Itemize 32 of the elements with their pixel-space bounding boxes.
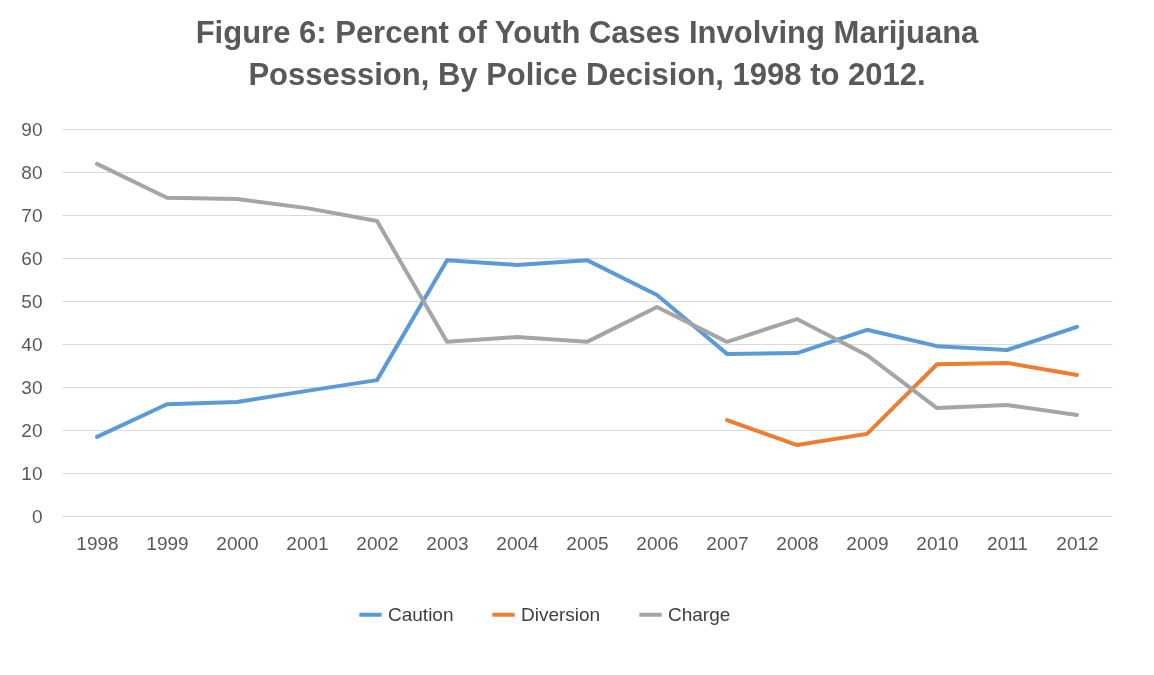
x-tick-label: 1999: [146, 532, 189, 554]
x-tick-label: 2004: [496, 532, 540, 554]
y-tick-label: 90: [21, 118, 43, 140]
line-series: [95, 258, 1079, 439]
y-tick-label: 80: [21, 161, 43, 183]
x-tick-label: 2007: [706, 532, 749, 554]
y-tick-label: 40: [21, 333, 43, 355]
y-tick-label: 50: [21, 290, 43, 312]
x-tick-label: 2009: [846, 532, 889, 554]
x-tick-label: 2006: [636, 532, 679, 554]
x-tick-label: 2001: [286, 532, 329, 554]
y-tick-label: 20: [21, 419, 43, 441]
line-series: [95, 161, 1079, 417]
y-tick-label: 30: [21, 376, 43, 398]
x-tick-label: 2008: [776, 532, 819, 554]
y-tick-label: 70: [21, 204, 43, 226]
legend-label: Diversion: [521, 603, 601, 625]
x-tick-label: 2010: [916, 532, 959, 554]
chart-title: Figure 6: Percent of Youth Cases Involving Marijuana Possession, By Police Decision, 1998 to 2012.: [195, 15, 980, 92]
legend-label: Caution: [388, 603, 454, 625]
x-tick-label: 2012: [1056, 532, 1099, 554]
y-tick-label: 10: [21, 462, 43, 484]
legend-label: Charge: [668, 603, 731, 625]
x-tick-label: 2003: [426, 532, 469, 554]
y-tick-label: 0: [31, 505, 43, 527]
x-tick-label: 2011: [987, 532, 1028, 554]
y-tick-label: 60: [21, 247, 43, 269]
line-series: [725, 360, 1079, 448]
x-tick-label: 2002: [356, 532, 399, 554]
x-tick-label: 2005: [566, 532, 609, 554]
x-tick-label: 1998: [76, 532, 119, 554]
x-tick-label: 2000: [216, 532, 259, 554]
